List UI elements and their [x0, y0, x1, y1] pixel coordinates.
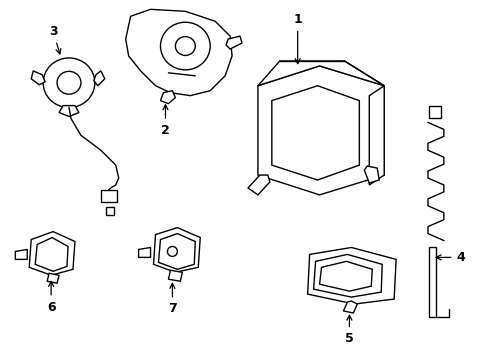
Polygon shape — [31, 71, 45, 85]
Text: 5: 5 — [345, 315, 353, 345]
Polygon shape — [125, 9, 232, 96]
Polygon shape — [225, 36, 242, 49]
Polygon shape — [428, 105, 440, 118]
Polygon shape — [257, 61, 384, 86]
Polygon shape — [257, 66, 384, 195]
Text: 1: 1 — [293, 13, 302, 64]
Polygon shape — [247, 175, 269, 195]
Polygon shape — [307, 247, 395, 304]
Text: 3: 3 — [49, 24, 61, 54]
Polygon shape — [428, 247, 435, 317]
Polygon shape — [59, 105, 79, 117]
Polygon shape — [271, 86, 359, 180]
Polygon shape — [94, 71, 104, 86]
Ellipse shape — [167, 247, 177, 256]
Polygon shape — [313, 255, 382, 297]
Polygon shape — [138, 247, 150, 257]
Polygon shape — [29, 231, 75, 275]
Text: 6: 6 — [47, 282, 55, 314]
Polygon shape — [47, 273, 59, 283]
Polygon shape — [368, 86, 384, 185]
Polygon shape — [153, 228, 200, 272]
Polygon shape — [101, 190, 117, 202]
Text: 4: 4 — [435, 251, 464, 264]
Text: 7: 7 — [168, 283, 177, 315]
Ellipse shape — [57, 71, 81, 94]
Polygon shape — [15, 249, 27, 260]
Polygon shape — [158, 234, 195, 269]
Polygon shape — [168, 270, 182, 281]
Polygon shape — [160, 91, 175, 104]
Ellipse shape — [160, 22, 210, 70]
Polygon shape — [105, 207, 114, 215]
Ellipse shape — [43, 58, 95, 108]
Ellipse shape — [175, 37, 195, 55]
Polygon shape — [343, 301, 357, 313]
Polygon shape — [364, 166, 379, 183]
Text: 2: 2 — [161, 105, 169, 137]
Polygon shape — [319, 261, 371, 291]
Polygon shape — [35, 238, 68, 271]
